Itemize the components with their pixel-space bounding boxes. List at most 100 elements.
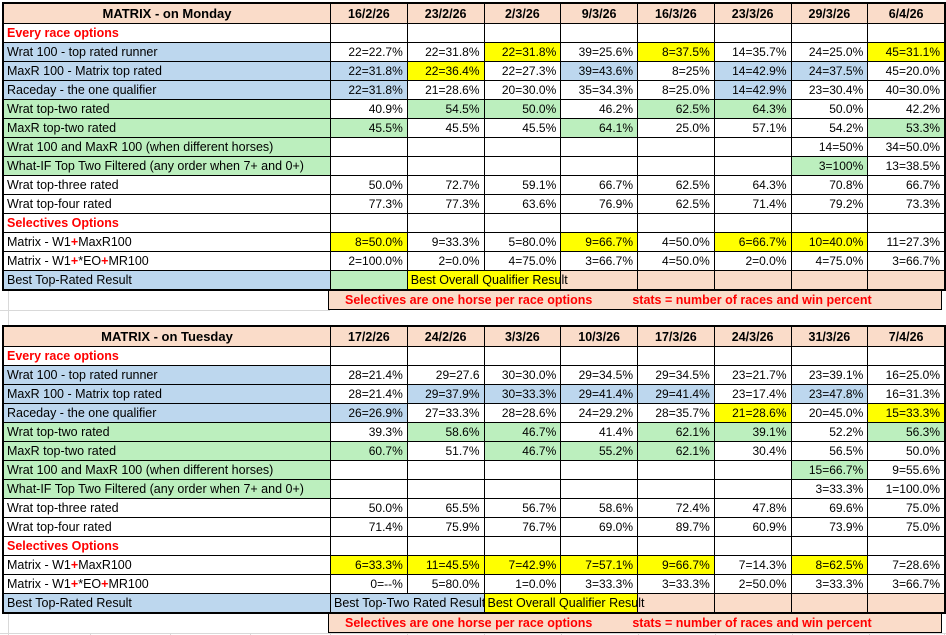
- empty-cell[interactable]: [713, 23, 791, 42]
- empty-cell[interactable]: [406, 213, 484, 232]
- empty-cell[interactable]: [637, 536, 714, 555]
- value-cell[interactable]: 45.5%: [330, 118, 407, 137]
- value-cell[interactable]: 60.9%: [713, 517, 791, 536]
- section-label-cell[interactable]: Selectives Options: [4, 536, 330, 555]
- value-cell[interactable]: 2=0.0%: [406, 251, 484, 270]
- best-result-merged-cell[interactable]: Best Top-Two Rated Result: [330, 593, 484, 612]
- date-header-cell[interactable]: 17/2/26: [330, 327, 407, 346]
- value-cell[interactable]: 65.5%: [406, 498, 484, 517]
- value-cell[interactable]: 23=30.4%: [790, 80, 868, 99]
- empty-cell[interactable]: [867, 593, 944, 612]
- row-label-cell[interactable]: Wrat top-three rated: [4, 175, 330, 194]
- value-cell[interactable]: 79.2%: [790, 194, 868, 213]
- value-cell[interactable]: 9=66.7%: [637, 555, 714, 574]
- date-header-cell[interactable]: 23/3/26: [713, 4, 791, 23]
- value-cell[interactable]: 11=27.3%: [867, 232, 944, 251]
- date-header-cell[interactable]: 24/2/26: [406, 327, 484, 346]
- value-cell[interactable]: 3=66.7%: [867, 574, 944, 593]
- value-cell[interactable]: 0=--%: [330, 574, 407, 593]
- value-cell[interactable]: 56.3%: [867, 422, 944, 441]
- value-cell[interactable]: 22=31.8%: [330, 61, 407, 80]
- value-cell[interactable]: 4=50.0%: [637, 251, 714, 270]
- value-cell[interactable]: 23=47.8%: [790, 384, 868, 403]
- value-cell[interactable]: 16=31.3%: [867, 384, 944, 403]
- value-cell[interactable]: 6=33.3%: [330, 555, 407, 574]
- value-cell[interactable]: 66.7%: [560, 175, 637, 194]
- value-cell[interactable]: 62.1%: [637, 441, 714, 460]
- empty-cell[interactable]: [790, 536, 868, 555]
- row-label-cell[interactable]: Matrix - W1 + MaxR100: [4, 555, 330, 574]
- value-cell[interactable]: 11=45.5%: [406, 555, 484, 574]
- value-cell[interactable]: 72.7%: [406, 175, 484, 194]
- value-cell[interactable]: 30=33.3%: [483, 384, 561, 403]
- value-cell[interactable]: 21=28.6%: [406, 80, 484, 99]
- value-cell[interactable]: 23=21.7%: [713, 365, 791, 384]
- empty-cell[interactable]: [560, 479, 637, 498]
- value-cell[interactable]: 77.3%: [330, 194, 407, 213]
- empty-cell[interactable]: [637, 137, 714, 156]
- value-cell[interactable]: 7=42.9%: [483, 555, 561, 574]
- empty-cell[interactable]: [713, 156, 791, 175]
- date-header-cell[interactable]: 16/3/26: [637, 4, 714, 23]
- empty-cell[interactable]: [406, 23, 484, 42]
- date-header-cell[interactable]: 6/4/26: [867, 4, 944, 23]
- date-header-cell[interactable]: 31/3/26: [790, 327, 868, 346]
- value-cell[interactable]: 46.7%: [483, 441, 561, 460]
- value-cell[interactable]: 20=30.0%: [483, 80, 561, 99]
- row-label-cell[interactable]: Wrat top-four rated: [4, 517, 330, 536]
- value-cell[interactable]: 56.7%: [483, 498, 561, 517]
- empty-cell[interactable]: [637, 156, 714, 175]
- empty-cell[interactable]: [483, 536, 561, 555]
- row-label-cell[interactable]: MaxR 100 - Matrix top rated: [4, 61, 330, 80]
- value-cell[interactable]: 63.6%: [483, 194, 561, 213]
- value-cell[interactable]: 9=33.3%: [406, 232, 484, 251]
- empty-cell[interactable]: [790, 346, 868, 365]
- value-cell[interactable]: 45.5%: [483, 118, 561, 137]
- value-cell[interactable]: 70.8%: [790, 175, 868, 194]
- empty-cell[interactable]: [483, 23, 561, 42]
- value-cell[interactable]: 71.4%: [713, 194, 791, 213]
- best-result-label-cell[interactable]: Best Top-Rated Result: [4, 593, 330, 612]
- empty-cell[interactable]: [406, 137, 484, 156]
- value-cell[interactable]: 2=100.0%: [330, 251, 407, 270]
- empty-cell[interactable]: [867, 346, 944, 365]
- empty-cell[interactable]: [790, 213, 868, 232]
- empty-cell[interactable]: [483, 346, 561, 365]
- empty-cell[interactable]: [713, 346, 791, 365]
- row-label-cell[interactable]: Wrat 100 and MaxR 100 (when different ho…: [4, 460, 330, 479]
- value-cell[interactable]: 23=39.1%: [790, 365, 868, 384]
- empty-cell[interactable]: [713, 213, 791, 232]
- empty-cell[interactable]: [637, 213, 714, 232]
- value-cell[interactable]: 8=37.5%: [637, 42, 714, 61]
- value-cell[interactable]: 3=33.3%: [790, 479, 868, 498]
- value-cell[interactable]: 62.5%: [637, 175, 714, 194]
- value-cell[interactable]: 57.1%: [713, 118, 791, 137]
- empty-cell[interactable]: [637, 23, 714, 42]
- empty-cell[interactable]: [560, 536, 637, 555]
- value-cell[interactable]: 22=31.8%: [330, 80, 407, 99]
- value-cell[interactable]: 89.7%: [637, 517, 714, 536]
- value-cell[interactable]: 29=34.5%: [637, 365, 714, 384]
- value-cell[interactable]: 54.5%: [406, 99, 484, 118]
- value-cell[interactable]: 59.1%: [483, 175, 561, 194]
- value-cell[interactable]: 28=21.4%: [330, 384, 407, 403]
- value-cell[interactable]: 14=50%: [790, 137, 868, 156]
- best-result-label-cell[interactable]: Best Top-Rated Result: [4, 270, 330, 289]
- empty-cell[interactable]: [406, 156, 484, 175]
- value-cell[interactable]: 47.8%: [713, 498, 791, 517]
- value-cell[interactable]: 3=33.3%: [790, 574, 868, 593]
- value-cell[interactable]: 25.0%: [637, 118, 714, 137]
- value-cell[interactable]: 62.1%: [637, 422, 714, 441]
- value-cell[interactable]: 21=28.6%: [713, 403, 791, 422]
- value-cell[interactable]: 22=31.8%: [483, 42, 561, 61]
- value-cell[interactable]: 22=22.7%: [330, 42, 407, 61]
- row-label-cell[interactable]: MaxR top-two rated: [4, 441, 330, 460]
- empty-cell[interactable]: [867, 270, 944, 289]
- value-cell[interactable]: 66.7%: [867, 175, 944, 194]
- value-cell[interactable]: 29=37.9%: [406, 384, 484, 403]
- value-cell[interactable]: 62.5%: [637, 194, 714, 213]
- value-cell[interactable]: 35=34.3%: [560, 80, 637, 99]
- empty-cell[interactable]: [713, 137, 791, 156]
- value-cell[interactable]: 39=25.6%: [560, 42, 637, 61]
- value-cell[interactable]: 76.9%: [560, 194, 637, 213]
